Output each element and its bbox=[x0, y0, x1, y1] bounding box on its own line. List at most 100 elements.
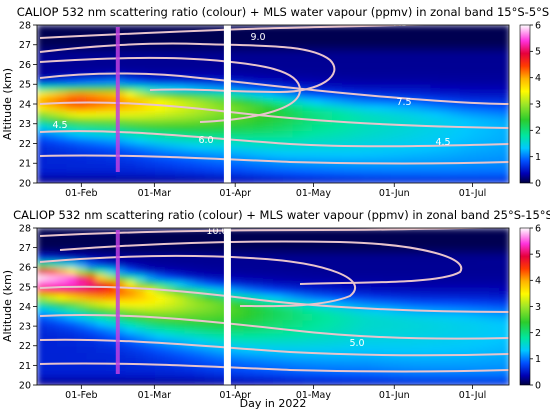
heatmap-cell bbox=[253, 267, 264, 275]
heatmap-cell bbox=[273, 234, 284, 242]
heatmap-cell bbox=[164, 365, 176, 373]
heatmap-cell bbox=[499, 326, 509, 334]
heatmap-cell bbox=[489, 267, 500, 275]
heatmap-cell bbox=[410, 234, 422, 242]
heatmap-cell bbox=[105, 71, 117, 79]
heatmap-cell bbox=[253, 228, 264, 236]
heatmap-cell bbox=[450, 365, 461, 373]
heatmap-cell bbox=[430, 25, 441, 33]
heatmap-cell bbox=[253, 247, 264, 255]
heatmap-cell bbox=[46, 90, 58, 99]
heatmap-cell bbox=[214, 358, 225, 367]
heatmap-cell bbox=[381, 38, 392, 46]
heatmap-cell bbox=[341, 77, 353, 86]
heatmap-cell bbox=[115, 358, 127, 367]
heatmap-cell bbox=[135, 130, 146, 138]
heatmap-cell bbox=[66, 319, 78, 327]
heatmap-cell bbox=[499, 90, 509, 99]
heatmap-cell bbox=[135, 123, 146, 132]
heatmap-cell bbox=[332, 299, 343, 308]
heatmap-cell bbox=[135, 260, 146, 269]
heatmap-cell bbox=[96, 71, 107, 79]
heatmap-cell bbox=[499, 25, 509, 33]
heatmap-cell bbox=[46, 44, 58, 53]
heatmap-cell bbox=[499, 378, 509, 385]
heatmap-cell bbox=[46, 176, 58, 183]
heatmap-cell bbox=[312, 339, 323, 347]
heatmap-cell bbox=[86, 293, 97, 301]
heatmap-cell bbox=[322, 57, 333, 66]
heatmap-cell bbox=[86, 326, 97, 334]
heatmap-cell bbox=[351, 51, 363, 59]
heatmap-cell bbox=[420, 273, 432, 282]
heatmap-cell bbox=[66, 280, 78, 288]
y-tick-label: 21 bbox=[19, 159, 31, 170]
heatmap-cell bbox=[115, 169, 127, 178]
heatmap-cell bbox=[440, 143, 451, 151]
heatmap-cell bbox=[312, 371, 323, 380]
heatmap-cell bbox=[46, 25, 58, 33]
heatmap-cell bbox=[243, 306, 255, 314]
heatmap-cell bbox=[282, 97, 294, 105]
heatmap-cell bbox=[76, 378, 87, 385]
heatmap-cell bbox=[341, 299, 353, 308]
heatmap-cell bbox=[499, 38, 509, 46]
heatmap-cell bbox=[292, 123, 304, 132]
heatmap-cell bbox=[341, 365, 353, 373]
heatmap-cell bbox=[204, 371, 215, 380]
heatmap-cell bbox=[174, 280, 186, 288]
heatmap-cell bbox=[400, 71, 412, 79]
heatmap-cell bbox=[56, 176, 68, 183]
heatmap-cell bbox=[214, 143, 225, 151]
heatmap-cell bbox=[430, 345, 441, 354]
heatmap-cell bbox=[302, 71, 314, 79]
heatmap-cell bbox=[282, 352, 294, 360]
heatmap-cell bbox=[115, 228, 127, 236]
heatmap-cell bbox=[253, 241, 264, 249]
heatmap-cell bbox=[400, 273, 412, 282]
heatmap-cell bbox=[499, 77, 509, 86]
heatmap-cell bbox=[332, 169, 343, 178]
heatmap-cell bbox=[302, 117, 314, 125]
heatmap-cell bbox=[214, 267, 225, 275]
heatmap-cell bbox=[56, 110, 68, 118]
heatmap-cell bbox=[263, 169, 274, 178]
heatmap-cell bbox=[76, 371, 87, 380]
heatmap-cell bbox=[282, 123, 294, 132]
heatmap-cell bbox=[479, 267, 491, 275]
heatmap-cell bbox=[381, 64, 392, 72]
heatmap-cell bbox=[391, 339, 402, 347]
heatmap-cell bbox=[125, 38, 137, 46]
heatmap-cell bbox=[243, 71, 255, 79]
heatmap-cell bbox=[479, 71, 491, 79]
x-tick-label: 01-May bbox=[296, 188, 332, 199]
heatmap-cell bbox=[302, 352, 314, 360]
heatmap-cell bbox=[302, 267, 314, 275]
heatmap-cell bbox=[56, 339, 68, 347]
heatmap-cell bbox=[410, 97, 422, 105]
heatmap-cell bbox=[282, 156, 294, 165]
heatmap-cell bbox=[37, 326, 48, 334]
heatmap-cell bbox=[400, 371, 412, 380]
heatmap-cell bbox=[400, 57, 412, 66]
heatmap-cell bbox=[322, 378, 333, 385]
heatmap-cell bbox=[282, 31, 294, 39]
heatmap-cell bbox=[499, 273, 509, 282]
heatmap-cell bbox=[410, 228, 422, 236]
heatmap-cell bbox=[243, 51, 255, 59]
heatmap-cell bbox=[204, 299, 215, 308]
heatmap-cell bbox=[322, 286, 333, 295]
heatmap-cell bbox=[489, 293, 500, 301]
heatmap-cell bbox=[302, 326, 314, 334]
y-axis-label: Altitude (km) bbox=[1, 68, 14, 140]
heatmap-cell bbox=[351, 286, 363, 295]
heatmap-cell bbox=[322, 169, 333, 178]
water-vapour-contours bbox=[39, 25, 509, 165]
heatmap-cell bbox=[184, 378, 196, 385]
contour-label: 7.5 bbox=[392, 18, 407, 29]
heatmap-cell bbox=[450, 64, 461, 72]
heatmap-cell bbox=[214, 332, 225, 341]
heatmap-cell bbox=[302, 339, 314, 347]
heatmap-cell bbox=[420, 267, 432, 275]
heatmap-cell bbox=[489, 57, 500, 66]
